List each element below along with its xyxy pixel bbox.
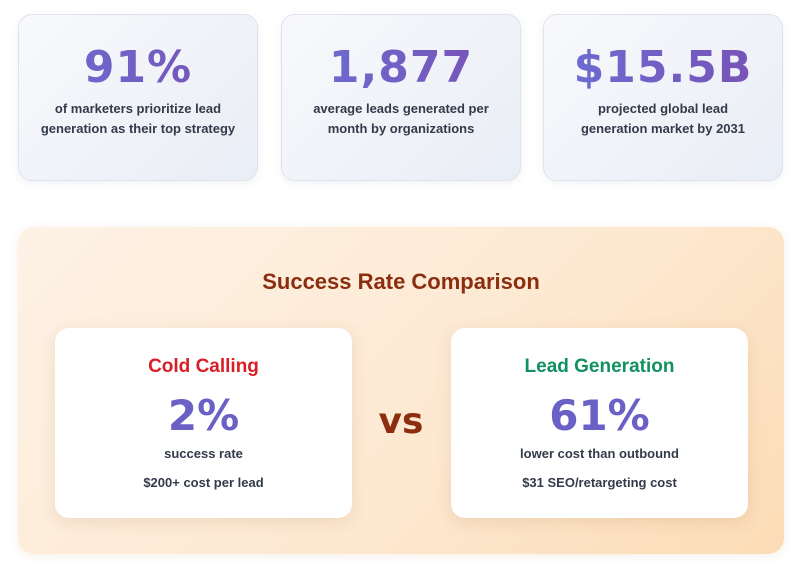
option-cost: $31 SEO/retargeting cost — [522, 475, 677, 490]
comparison-title: Success Rate Comparison — [262, 269, 540, 294]
option-value: 61% — [549, 391, 650, 440]
stat-description: of marketers prioritize lead generation … — [40, 101, 236, 136]
lead-generation-card: Lead Generation 61% lower cost than outb… — [451, 328, 748, 518]
option-metric: lower cost than outbound — [520, 446, 679, 461]
stat-description: average leads generated per month by org… — [313, 101, 489, 136]
cold-calling-card: Cold Calling 2% success rate $200+ cost … — [55, 328, 352, 518]
option-name: Lead Generation — [524, 356, 675, 377]
vs-label: vs — [378, 401, 424, 442]
stat-card-market: $15.5B projected global lead generation … — [543, 14, 783, 181]
option-value: 2% — [167, 391, 240, 440]
option-metric: success rate — [164, 446, 243, 461]
stat-card-marketers: 91% of marketers prioritize lead generat… — [18, 14, 258, 181]
stat-card-leads: 1,877 average leads generated per month … — [281, 14, 521, 181]
option-cost: $200+ cost per lead — [143, 475, 264, 490]
stat-value: 1,877 — [282, 43, 520, 93]
option-name: Cold Calling — [148, 356, 259, 377]
comparison-panel: Success Rate Comparison Cold Calling 2% … — [18, 227, 784, 554]
stat-value: $15.5B — [544, 43, 782, 93]
stat-value: 91% — [19, 43, 257, 93]
stat-description: projected global lead generation market … — [580, 101, 746, 136]
